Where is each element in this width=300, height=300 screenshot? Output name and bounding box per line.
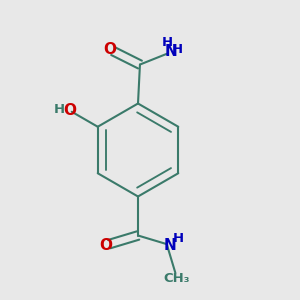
Text: O: O bbox=[99, 238, 112, 253]
Text: CH₃: CH₃ bbox=[164, 272, 190, 285]
Text: H: H bbox=[162, 35, 173, 49]
Text: N: N bbox=[164, 238, 176, 253]
Text: O: O bbox=[64, 103, 77, 118]
Text: N: N bbox=[165, 44, 178, 59]
Text: H: H bbox=[172, 232, 184, 245]
Text: H: H bbox=[172, 43, 183, 56]
Text: H: H bbox=[54, 103, 65, 116]
Text: O: O bbox=[103, 42, 116, 57]
